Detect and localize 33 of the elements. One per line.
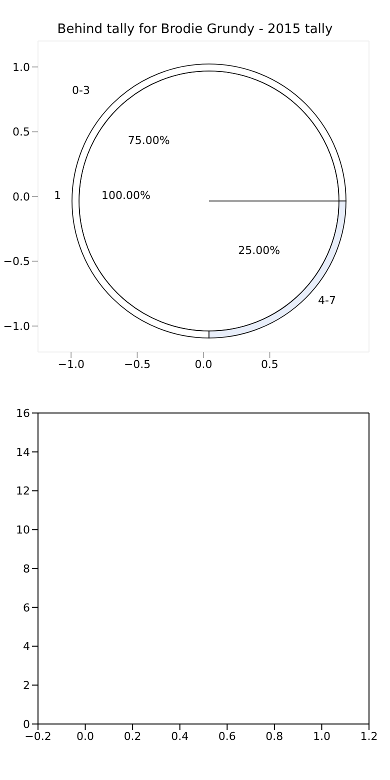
x-tick-label: −0.5 <box>124 358 151 371</box>
y-tick-label: 6 <box>23 601 30 614</box>
x-tick-label: 1.2 <box>360 730 378 743</box>
y-tick-label: 2 <box>23 679 30 692</box>
y-tick-label: 14 <box>16 446 30 459</box>
y-tick-label: 16 <box>16 406 30 420</box>
x-tick-label: 0.8 <box>266 730 284 743</box>
x-tick-label: 0.2 <box>124 730 142 743</box>
x-tick-label: 0.5 <box>260 358 278 371</box>
x-tick-label: 0.6 <box>218 730 236 743</box>
x-tick-label: 0.4 <box>171 730 189 743</box>
y-tick-label: 4 <box>23 640 30 654</box>
y-tick-label: 0.0 <box>12 190 30 204</box>
y-tick-label: 8 <box>23 562 30 576</box>
x-tick-label: 0.0 <box>76 730 94 743</box>
slice-label: 4-7 <box>318 294 336 307</box>
y-tick-label: −0.5 <box>3 255 30 268</box>
y-tick-label: 12 <box>16 484 30 498</box>
x-tick-label: 1.0 <box>312 730 330 743</box>
x-tick-label: 0.0 <box>194 358 212 371</box>
x-tick-label: −1.0 <box>58 358 84 371</box>
x-tick-label: −0.2 <box>24 730 52 743</box>
data-label: 100.00% <box>102 189 150 202</box>
slice-label: 0-3 <box>72 84 90 98</box>
y-tick-label: 10 <box>16 524 30 537</box>
data-label: 25.00% <box>238 244 280 258</box>
y-tick-label: −1.0 <box>3 320 30 333</box>
y-tick-label: 0 <box>23 718 30 731</box>
y-tick-label: 1.0 <box>12 60 30 74</box>
data-label: 75.00% <box>128 134 170 147</box>
chart-title: Behind tally for Brodie Grundy - 2015 tally <box>56 22 334 37</box>
y-tick-label: 0.5 <box>12 126 30 139</box>
slice-label: 1 <box>54 189 61 202</box>
